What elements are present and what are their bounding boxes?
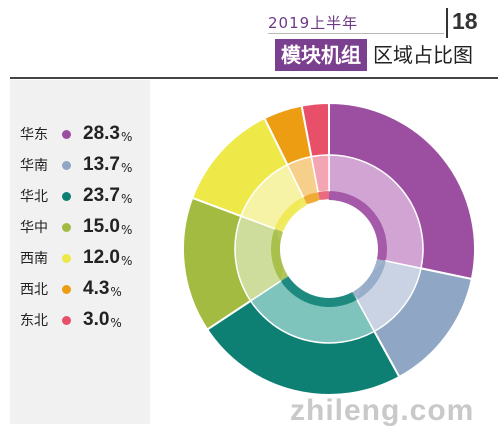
page-number-bar	[446, 8, 448, 38]
header-top-line	[268, 33, 444, 34]
legend-panel	[10, 80, 150, 424]
legend-value: 12.0	[83, 247, 120, 268]
legend-swatch	[62, 253, 71, 263]
slice-band-6	[318, 191, 329, 200]
legend-label: 华南	[20, 158, 48, 174]
legend-item: 西南 12.0%	[20, 246, 132, 270]
legend-value: 23.7	[83, 185, 120, 206]
legend-unit: %	[120, 192, 133, 206]
legend-value: 15.0	[83, 216, 120, 237]
year-label: 2019上半年	[268, 14, 359, 32]
legend-item: 华北 23.7%	[20, 184, 132, 208]
legend-swatch	[62, 284, 71, 294]
legend-label: 华东	[20, 127, 48, 143]
legend-value: 4.3	[83, 278, 110, 299]
watermark: zhileng.com	[290, 394, 475, 427]
legend-label: 华北	[20, 189, 48, 205]
page-number: 18	[452, 8, 478, 34]
legend-swatch	[62, 160, 71, 170]
donut-chart	[183, 103, 475, 395]
title-box: 模块机组	[275, 39, 367, 71]
subtitle: 区域占比图	[373, 43, 473, 67]
legend-unit: %	[120, 223, 133, 237]
legend-swatch	[62, 315, 71, 325]
legend-value: 13.7	[83, 154, 120, 175]
donut-hole	[280, 200, 378, 298]
legend-value: 3.0	[83, 309, 110, 330]
legend-label: 西北	[20, 282, 48, 298]
slice-band-5	[303, 192, 320, 205]
legend-item: 东北 3.0%	[20, 308, 122, 332]
legend-unit: %	[110, 285, 122, 299]
legend-swatch	[62, 129, 71, 139]
legend-swatch	[62, 222, 71, 232]
slice-band-4	[274, 196, 307, 232]
legend-item: 华东 28.3%	[20, 122, 132, 146]
header-rule	[10, 77, 498, 79]
legend-label: 华中	[20, 220, 48, 236]
legend-unit: %	[120, 161, 133, 175]
legend-unit: %	[120, 254, 133, 268]
legend-unit: %	[110, 316, 122, 330]
slice-band-1	[353, 259, 386, 300]
legend-item: 西北 4.3%	[20, 277, 122, 301]
legend-label: 西南	[20, 251, 48, 267]
legend-unit: %	[120, 130, 133, 144]
legend-label: 东北	[20, 313, 48, 329]
legend-item: 华中 15.0%	[20, 215, 132, 239]
legend-item: 华南 13.7%	[20, 153, 132, 177]
legend-value: 28.3	[83, 123, 120, 144]
legend-swatch	[62, 191, 71, 201]
